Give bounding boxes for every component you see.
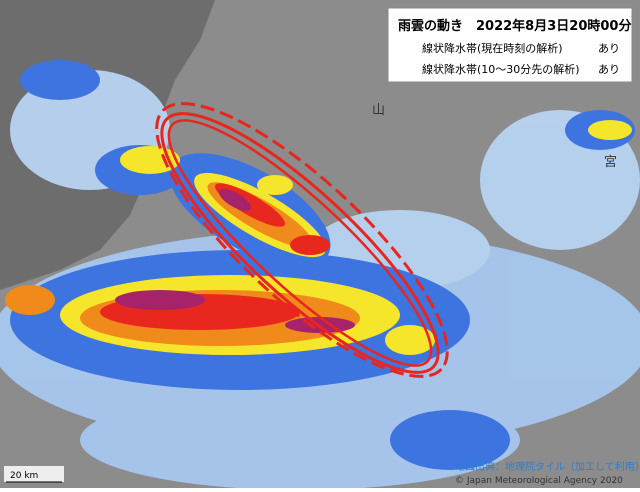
map-label: 宮 xyxy=(604,154,617,170)
scale-label: 20 km xyxy=(10,471,38,481)
map-source: 地図出典：地理院タイル（加工して利用） xyxy=(455,460,640,473)
legend-value: あり xyxy=(598,42,620,55)
legend-title: 雨雲の動き 2022年8月3日20時00分 xyxy=(398,18,631,34)
rainband-outline xyxy=(155,102,449,378)
legend-value: あり xyxy=(598,63,620,76)
legend-box xyxy=(387,7,633,83)
legend-label: 線状降水帯(10～30分先の解析) xyxy=(422,62,580,76)
scale-box xyxy=(4,466,64,482)
legend-label: 線状降水帯(現在時刻の解析) xyxy=(422,41,563,55)
map-label: 山 xyxy=(372,103,385,118)
copyright: © Japan Meteorological Agency 2020 xyxy=(455,476,623,486)
